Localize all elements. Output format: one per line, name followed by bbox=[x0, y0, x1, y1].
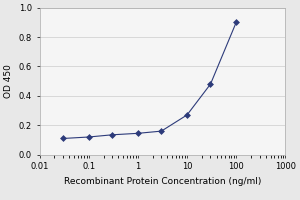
X-axis label: Recombinant Protein Concentration (ng/ml): Recombinant Protein Concentration (ng/ml… bbox=[64, 177, 261, 186]
Y-axis label: OD 450: OD 450 bbox=[4, 64, 13, 98]
